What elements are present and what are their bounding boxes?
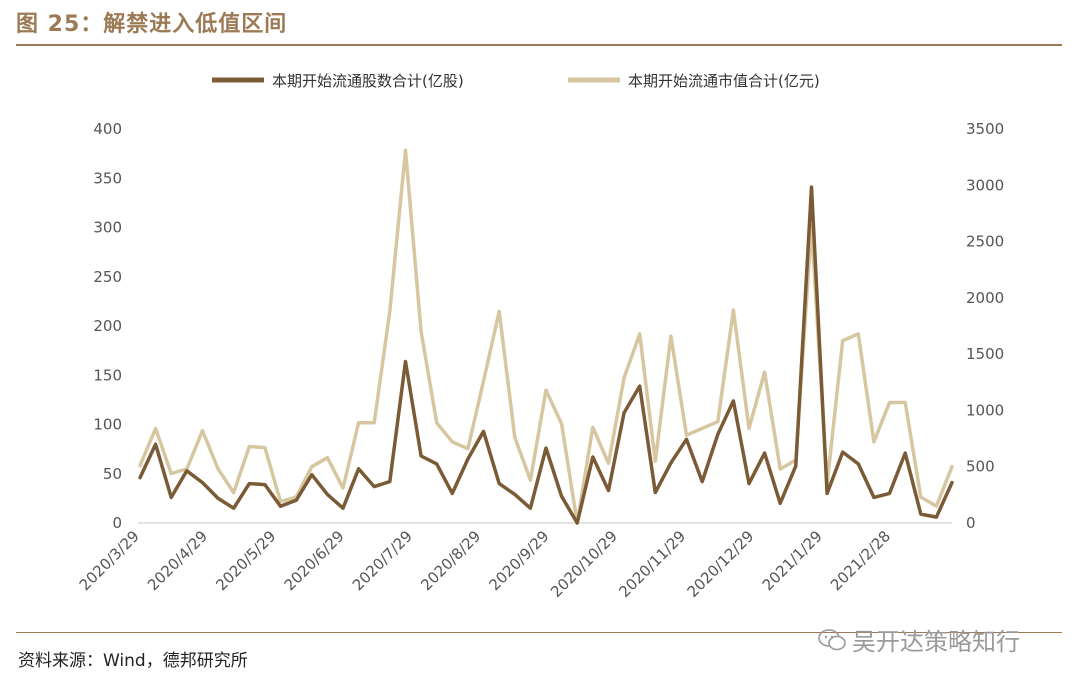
right-y-tick-label: 3000 <box>966 176 1004 194</box>
legend-label-0: 本期开始流通股数合计(亿股) <box>272 72 464 90</box>
watermark: 吴开达策略知行 <box>818 622 1020 657</box>
watermark-text: 吴开达策略知行 <box>852 628 1020 656</box>
left-y-tick-label: 100 <box>93 416 122 434</box>
x-tick-label: 2020/5/29 <box>212 527 279 594</box>
left-y-tick-label: 250 <box>93 268 122 286</box>
left-y-axis: 0 50 100 150 200 250 300 350 400 <box>93 120 122 532</box>
x-tick-label: 2020/6/29 <box>281 527 348 594</box>
source-note: 资料来源：Wind，德邦研究所 <box>18 651 248 671</box>
x-tick-label: 2020/7/29 <box>349 527 416 594</box>
chart-legend: 本期开始流通股数合计(亿股) 本期开始流通市值合计(亿元) <box>212 72 820 90</box>
page-title: 图 25：解禁进入低值区间 <box>16 12 288 37</box>
right-y-tick-label: 1000 <box>966 401 1004 419</box>
right-y-tick-label: 0 <box>966 514 976 532</box>
x-tick-label: 2020/8/29 <box>417 527 484 594</box>
dual-axis-line-chart: 本期开始流通股数合计(亿股) 本期开始流通市值合计(亿元) 0 50 100 150 20… <box>76 72 1004 601</box>
left-y-tick-label: 150 <box>93 366 122 384</box>
top-divider <box>16 44 1062 46</box>
left-y-tick-label: 400 <box>93 120 122 138</box>
x-tick-label: 2020/9/29 <box>486 527 553 594</box>
right-y-tick-label: 500 <box>966 458 995 476</box>
right-y-axis: 0 500 1000 1500 2000 2500 3000 3500 <box>966 120 1004 532</box>
right-y-tick-label: 1500 <box>966 345 1004 363</box>
x-tick-label: 2020/3/29 <box>76 527 143 594</box>
bottom-divider <box>16 632 1062 633</box>
x-tick-label: 2021/2/28 <box>827 527 894 594</box>
left-y-tick-label: 200 <box>93 317 122 335</box>
series-group <box>138 148 954 525</box>
x-tick-label: 2021/1/29 <box>759 527 826 594</box>
series-line-1 <box>138 148 954 525</box>
right-y-tick-label: 3500 <box>966 120 1004 138</box>
x-tick-label: 2020/10/29 <box>547 527 621 601</box>
wechat-icon <box>818 628 846 650</box>
left-y-tick-label: 0 <box>112 514 122 532</box>
x-tick-label: 2020/4/29 <box>144 527 211 594</box>
left-y-tick-label: 350 <box>93 169 122 187</box>
right-y-tick-label: 2500 <box>966 233 1004 251</box>
right-y-tick-label: 2000 <box>966 289 1004 307</box>
left-y-tick-label: 300 <box>93 219 122 237</box>
left-y-tick-label: 50 <box>103 465 122 483</box>
x-tick-label: 2020/12/29 <box>684 527 758 601</box>
x-tick-label: 2020/11/29 <box>615 527 689 601</box>
legend-label-1: 本期开始流通市值合计(亿元) <box>628 72 820 90</box>
x-axis: 2020/3/29 2020/4/29 2020/5/29 2020/6/29 2020… <box>76 527 894 601</box>
series-line-0 <box>138 185 954 525</box>
